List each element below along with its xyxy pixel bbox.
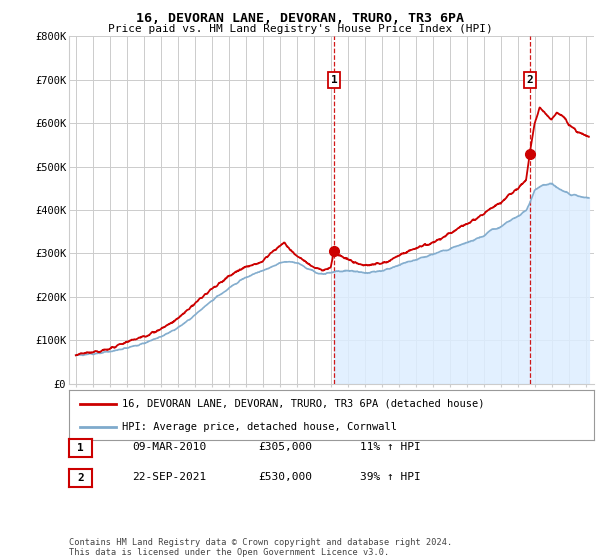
Text: 39% ↑ HPI: 39% ↑ HPI (360, 472, 421, 482)
Text: 16, DEVORAN LANE, DEVORAN, TRURO, TR3 6PA: 16, DEVORAN LANE, DEVORAN, TRURO, TR3 6P… (136, 12, 464, 25)
Text: 2: 2 (526, 75, 533, 85)
Text: 22-SEP-2021: 22-SEP-2021 (132, 472, 206, 482)
Text: 09-MAR-2010: 09-MAR-2010 (132, 442, 206, 452)
Text: 16, DEVORAN LANE, DEVORAN, TRURO, TR3 6PA (detached house): 16, DEVORAN LANE, DEVORAN, TRURO, TR3 6P… (121, 399, 484, 409)
Text: 2: 2 (77, 473, 84, 483)
Text: 11% ↑ HPI: 11% ↑ HPI (360, 442, 421, 452)
Text: £530,000: £530,000 (258, 472, 312, 482)
Text: 1: 1 (331, 75, 337, 85)
Text: £305,000: £305,000 (258, 442, 312, 452)
Text: Contains HM Land Registry data © Crown copyright and database right 2024.
This d: Contains HM Land Registry data © Crown c… (69, 538, 452, 557)
Text: HPI: Average price, detached house, Cornwall: HPI: Average price, detached house, Corn… (121, 422, 397, 432)
Text: 1: 1 (77, 443, 84, 453)
Text: Price paid vs. HM Land Registry's House Price Index (HPI): Price paid vs. HM Land Registry's House … (107, 24, 493, 34)
